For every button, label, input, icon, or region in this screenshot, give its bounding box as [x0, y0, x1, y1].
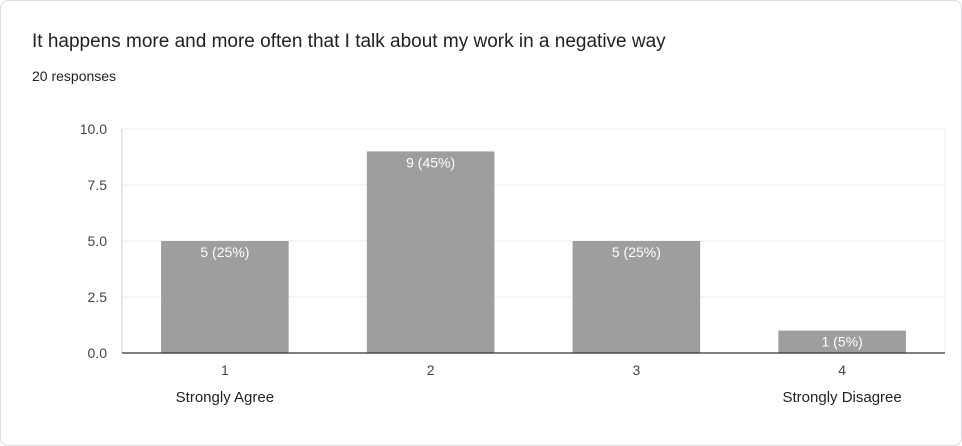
y-tick-label: 5.0 [88, 233, 108, 249]
bar-data-label: 5 (25%) [200, 244, 249, 260]
response-count: 20 responses [32, 68, 117, 84]
x-tick-label: 1 [221, 362, 229, 378]
x-tick-label: 2 [427, 362, 435, 378]
labels: 0.0 2.5 5.0 7.5 10.0 5 (25%) 1 Strongly Agree 9 … [80, 121, 902, 406]
y-tick-label: 2.5 [88, 289, 108, 305]
bar-data-label: 9 (45%) [406, 154, 455, 170]
chart-title: It happens more and more often that I ta… [32, 31, 666, 52]
y-tick-label: 0.0 [88, 345, 108, 361]
x-tick-label: 4 [838, 362, 846, 378]
x-category-description: Strongly Agree [176, 389, 274, 406]
bars [161, 151, 906, 353]
bar [572, 241, 701, 353]
x-tick-label: 3 [632, 362, 640, 378]
axes [121, 129, 945, 354]
bar [366, 151, 495, 353]
bar [161, 241, 289, 353]
bar-data-label: 5 (25%) [612, 244, 661, 260]
y-tick-label: 7.5 [88, 177, 108, 193]
bar [778, 330, 906, 353]
x-category-description: Strongly Disagree [783, 389, 902, 406]
bar-data-label: 1 (5%) [822, 334, 863, 350]
y-tick-label: 10.0 [80, 121, 107, 137]
